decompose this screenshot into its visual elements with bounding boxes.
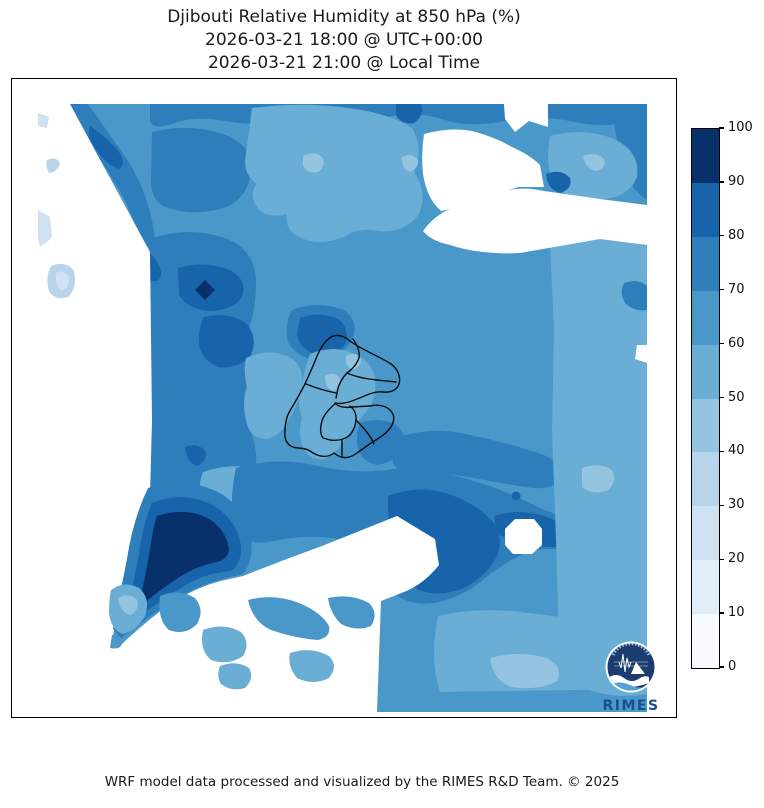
logo-mountain bbox=[631, 662, 645, 674]
patch-30-40 bbox=[46, 158, 60, 173]
masked-white-regions bbox=[38, 104, 647, 712]
island-50-60 bbox=[202, 626, 247, 663]
contour-band-70-80 bbox=[150, 127, 252, 213]
colorbar-tick-label: 10 bbox=[728, 605, 745, 621]
contour-spot-40-50 bbox=[582, 465, 615, 493]
mask-region-south bbox=[38, 516, 439, 712]
djibouti-outline bbox=[284, 334, 401, 459]
logo-seismograph bbox=[618, 653, 632, 673]
colorbar-cell bbox=[692, 182, 719, 237]
patch-20-30 bbox=[55, 271, 70, 291]
contour-band-70-80 bbox=[70, 104, 160, 515]
region-boundary bbox=[319, 402, 357, 442]
contour-spot-40-50 bbox=[345, 353, 362, 370]
colorbar bbox=[691, 128, 720, 669]
colorbar-tick-mark bbox=[719, 612, 724, 614]
colorbar-cell bbox=[692, 290, 719, 345]
island-50-60 bbox=[218, 663, 252, 690]
colorbar-tick-mark bbox=[719, 181, 724, 183]
contour-band-70-80 bbox=[152, 232, 257, 540]
colorbar-tick-mark bbox=[719, 342, 724, 345]
colorbar-tick-mark bbox=[719, 558, 724, 560]
rimes-logo: RIMES bbox=[602, 641, 659, 714]
humidity-contour-map: RIMES bbox=[38, 104, 659, 714]
ridge-tip-40-50 bbox=[118, 595, 138, 615]
contour-spot-40-50 bbox=[401, 155, 419, 172]
colorbar-tick-label: 40 bbox=[728, 443, 745, 459]
ridge-90-100 bbox=[141, 511, 229, 602]
region-boundary bbox=[305, 383, 337, 394]
colorbar-cell bbox=[692, 236, 719, 291]
chart-subtitle-utc: 2026-03-21 18:00 @ UTC+00:00 bbox=[205, 30, 483, 50]
contour-band-50-60 bbox=[245, 104, 423, 243]
logo-wordmark: RIMES bbox=[602, 698, 659, 714]
colorbar-tick-mark bbox=[719, 450, 724, 453]
colorbar-cell bbox=[692, 560, 719, 615]
island-60-70 bbox=[328, 596, 375, 629]
contour-core-80-90 bbox=[546, 171, 571, 193]
mask-notch-right-edge bbox=[635, 345, 647, 363]
colorbar-tick-label: 100 bbox=[728, 120, 753, 135]
colorbar-cell bbox=[692, 452, 719, 507]
mask-notch-top-right bbox=[504, 104, 548, 132]
mask-region-east-upper bbox=[422, 129, 544, 211]
contour-core-80-90 bbox=[185, 445, 206, 466]
contour-core-80-90 bbox=[88, 126, 123, 169]
southwest-ridge bbox=[109, 482, 252, 638]
contour-spot-40-50 bbox=[325, 373, 341, 391]
mask-hole-south-central bbox=[505, 519, 542, 554]
colorbar-tick-mark bbox=[719, 235, 724, 237]
title-block: Djibouti Relative Humidity at 850 hPa (%… bbox=[11, 6, 677, 75]
west-edge-light-patches bbox=[38, 113, 76, 299]
contour-band-50-60 bbox=[433, 610, 641, 692]
contour-core-80-90 bbox=[297, 314, 347, 355]
colorbar-tick-label: 70 bbox=[728, 281, 745, 297]
colorbar-tick-label: 20 bbox=[728, 551, 745, 567]
colorbar-tick-mark bbox=[719, 504, 724, 506]
colorbar-cell bbox=[692, 398, 719, 453]
island-60-70 bbox=[159, 592, 201, 632]
patch-20-30 bbox=[38, 113, 49, 128]
colorbar-cell bbox=[692, 614, 719, 669]
colorbar-tick-label: 60 bbox=[728, 335, 745, 351]
colorbar-tick-mark bbox=[719, 127, 724, 129]
chart-subtitle-local: 2026-03-21 21:00 @ Local Time bbox=[207, 53, 481, 73]
mask-region-northwest bbox=[38, 104, 152, 635]
country-border bbox=[284, 334, 401, 459]
mask-region-east-wedge bbox=[423, 188, 647, 254]
colorbar-tick-label: 80 bbox=[728, 227, 745, 243]
contour-core-80-90 bbox=[198, 315, 254, 368]
island-60-70 bbox=[248, 597, 330, 640]
contour-band-70-80 bbox=[621, 281, 647, 311]
region-boundary bbox=[346, 372, 397, 383]
contour-core-80-90 bbox=[396, 104, 423, 124]
contour-spot-40-50 bbox=[490, 654, 560, 689]
patch-20-30 bbox=[38, 210, 52, 247]
colorbar-tick-mark bbox=[719, 289, 724, 291]
logo-wave-blue bbox=[609, 682, 649, 691]
colorbar-tick-mark bbox=[719, 666, 724, 668]
colorbar-cell bbox=[692, 344, 719, 399]
footer-credit: WRF model data processed and visualized … bbox=[104, 774, 620, 790]
colorbar-tick-label: 30 bbox=[728, 497, 745, 513]
colorbar-tick-label: 50 bbox=[728, 389, 745, 405]
region-boundary bbox=[355, 419, 375, 445]
colorbar-tick-label: 0 bbox=[728, 659, 737, 674]
contour-core-90-100 bbox=[195, 280, 215, 300]
colorbar-tick-label: 90 bbox=[728, 173, 745, 189]
chart-title: Djibouti Relative Humidity at 850 hPa (%… bbox=[167, 7, 521, 27]
colorbar-cell bbox=[692, 129, 719, 183]
island-50-60 bbox=[289, 650, 334, 682]
colorbar-cell bbox=[692, 506, 719, 561]
south-archipelago bbox=[159, 592, 375, 690]
colorbar-tick-mark bbox=[719, 396, 724, 399]
region-boundary bbox=[335, 338, 360, 399]
contour-dot-80-90 bbox=[511, 491, 521, 501]
contour-spot-40-50 bbox=[583, 154, 605, 171]
contour-spot-40-50 bbox=[303, 153, 324, 173]
